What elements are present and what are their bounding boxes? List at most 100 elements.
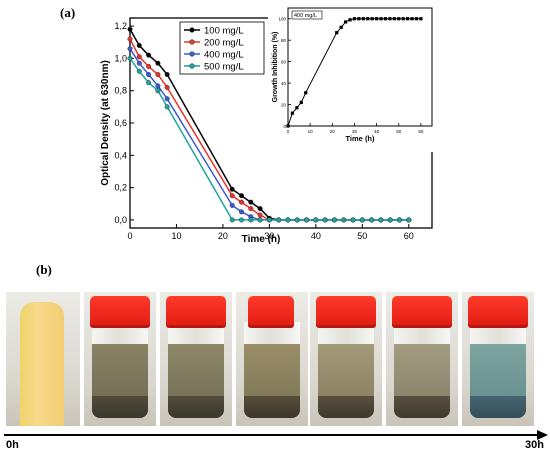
inset-data-point — [290, 111, 295, 115]
data-point-2 — [146, 72, 152, 78]
figure-charts: 0 10 20 30 40 50 60 0,0 0,2 0,4 0,6 0,8 1,0 1,2 Time (… — [100, 2, 436, 245]
inset-x-tick-label: 0 — [287, 129, 290, 134]
red-cap-icon — [248, 296, 294, 328]
inset-y-tick-label: 80 — [281, 38, 287, 43]
main-y-axis-label: Optical Density (at 630nm) — [100, 60, 111, 186]
data-point-1 — [127, 36, 133, 42]
data-point-3 — [294, 217, 300, 223]
data-point-3 — [387, 217, 393, 223]
inset-data-point — [304, 91, 308, 95]
culture-photo-5 — [310, 292, 382, 426]
inset-legend-label: 400 mg/L — [294, 13, 317, 19]
inset-x-tick-label: 30 — [352, 129, 358, 134]
data-point-3 — [406, 217, 412, 223]
inset-y-tick-label: 60 — [281, 59, 287, 64]
data-point-3 — [127, 55, 133, 61]
red-cap-icon — [316, 296, 376, 328]
main-x-tick-label: 10 — [171, 231, 181, 241]
inset-data-point — [410, 17, 414, 21]
data-point-3 — [146, 80, 152, 86]
data-point-0 — [146, 52, 152, 58]
red-cap-icon — [166, 296, 226, 328]
timeline-start-label: 0h — [6, 439, 19, 451]
data-point-3 — [322, 217, 328, 223]
data-point-2 — [127, 46, 133, 52]
data-point-1 — [136, 54, 142, 60]
data-point-3 — [257, 217, 263, 223]
inset-data-point — [344, 20, 348, 24]
data-point-3 — [248, 217, 254, 223]
inset-data-point — [348, 18, 352, 22]
inset-x-tick-label: 50 — [396, 129, 402, 134]
data-point-1 — [229, 193, 235, 199]
data-point-3 — [155, 88, 161, 94]
data-point-0 — [127, 26, 133, 32]
inset-data-point — [401, 17, 405, 21]
inset-data-point — [419, 17, 423, 21]
inset-data-point — [352, 17, 357, 21]
data-point-0 — [239, 193, 245, 199]
inset-data-point — [361, 17, 365, 21]
legend-label-0: 100 mg/L — [204, 26, 244, 37]
legend-label-2: 400 mg/L — [204, 50, 244, 61]
inset-data-point — [383, 17, 388, 21]
inset-data-point — [366, 17, 370, 21]
inset-data-point — [357, 17, 361, 21]
inset-data-point — [392, 17, 396, 21]
data-point-3 — [313, 217, 319, 223]
inset-background — [268, 2, 436, 152]
culture-photo-0h — [6, 292, 80, 426]
inset-data-point — [295, 106, 299, 110]
data-point-3 — [304, 217, 310, 223]
panel-a-label: (a) — [60, 5, 76, 20]
arrow-right-icon — [537, 430, 548, 440]
inset-y-tick-label: 20 — [281, 102, 287, 107]
inset-x-tick-label: 40 — [374, 129, 380, 134]
data-point-3 — [136, 68, 142, 74]
inset-y-tick-label: 100 — [278, 17, 286, 22]
data-point-2 — [229, 202, 235, 208]
inset-y-tick-label: 40 — [281, 81, 287, 86]
inset-data-point — [375, 17, 379, 21]
legend-marker-2 — [189, 51, 195, 57]
data-point-1 — [257, 212, 263, 218]
inset-y-axis-label: Growth Inhibition (%) — [272, 32, 279, 103]
timeline-end-label: 30h — [525, 439, 544, 451]
data-point-0 — [155, 60, 161, 66]
inset-data-point — [286, 124, 290, 128]
data-point-1 — [146, 63, 152, 69]
data-point-3 — [276, 217, 282, 223]
data-point-1 — [239, 199, 245, 205]
data-point-1 — [155, 72, 161, 78]
culture-photo-30h — [462, 292, 534, 426]
main-y-tick-label: 0,4 — [114, 150, 127, 160]
legend-marker-3 — [189, 63, 195, 69]
data-point-2 — [164, 96, 170, 102]
main-y-tick-label: 1,2 — [114, 21, 127, 31]
inset-plot-frame — [287, 7, 433, 127]
data-point-2 — [239, 209, 245, 215]
inset-data-point — [379, 17, 383, 21]
inset-x-tick-label: 10 — [308, 129, 314, 134]
red-cap-icon — [90, 296, 150, 328]
culture-photo-6 — [386, 292, 458, 426]
data-point-0 — [229, 186, 235, 192]
data-point-3 — [350, 217, 356, 223]
inset-x-axis-label: Time (h) — [345, 134, 375, 143]
photo-strip — [0, 292, 550, 426]
legend-label-3: 500 mg/L — [204, 62, 244, 73]
inset-data-point — [335, 31, 339, 35]
data-point-1 — [164, 84, 170, 90]
inset-y-tick-label: 0 — [283, 124, 286, 129]
data-point-3 — [229, 217, 235, 223]
legend-label-1: 200 mg/L — [204, 38, 244, 49]
culture-photo-2 — [84, 292, 156, 426]
data-point-0 — [257, 206, 263, 212]
red-cap-icon — [392, 296, 452, 328]
culture-photo-4 — [236, 292, 308, 426]
data-point-3 — [378, 217, 384, 223]
data-point-0 — [136, 42, 142, 48]
legend-marker-1 — [189, 39, 195, 45]
main-y-tick-label: 0,8 — [114, 86, 127, 96]
data-point-3 — [341, 217, 347, 223]
